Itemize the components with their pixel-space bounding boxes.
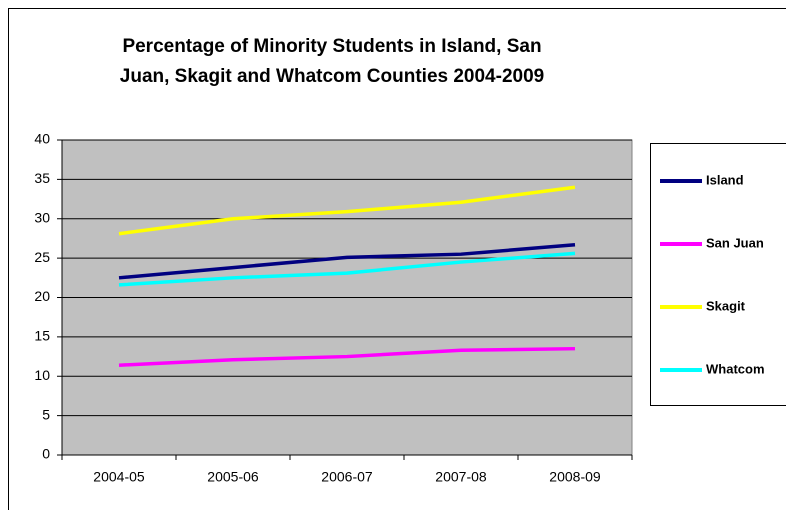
x-tick-label: 2007-08 xyxy=(435,469,487,485)
y-tick-label: 30 xyxy=(34,209,50,225)
y-tick-label: 5 xyxy=(42,406,50,422)
legend-label: Island xyxy=(706,172,744,187)
series-line xyxy=(118,346,576,367)
series-line xyxy=(118,251,576,287)
y-tick-label: 20 xyxy=(34,288,50,304)
legend-label: Skagit xyxy=(706,298,746,313)
x-tick-label: 2008-09 xyxy=(549,469,601,485)
series-line xyxy=(118,185,576,236)
y-tick-label: 15 xyxy=(34,328,50,344)
chart-title: Percentage of Minority Students in Islan… xyxy=(119,36,545,87)
y-tick-label: 10 xyxy=(34,367,50,383)
y-tick-label: 0 xyxy=(42,446,50,462)
x-tick-label: 2005-06 xyxy=(207,469,259,485)
legend-label: Whatcom xyxy=(706,361,765,376)
x-tick-label: 2006-07 xyxy=(321,469,373,485)
series-line xyxy=(118,242,576,280)
legend-label: San Juan xyxy=(706,235,764,250)
legend-box xyxy=(650,143,786,406)
y-tick-label: 35 xyxy=(34,170,50,186)
x-tick-label: 2004-05 xyxy=(93,469,145,485)
y-tick-label: 40 xyxy=(34,131,50,147)
y-tick-label: 25 xyxy=(34,249,50,265)
